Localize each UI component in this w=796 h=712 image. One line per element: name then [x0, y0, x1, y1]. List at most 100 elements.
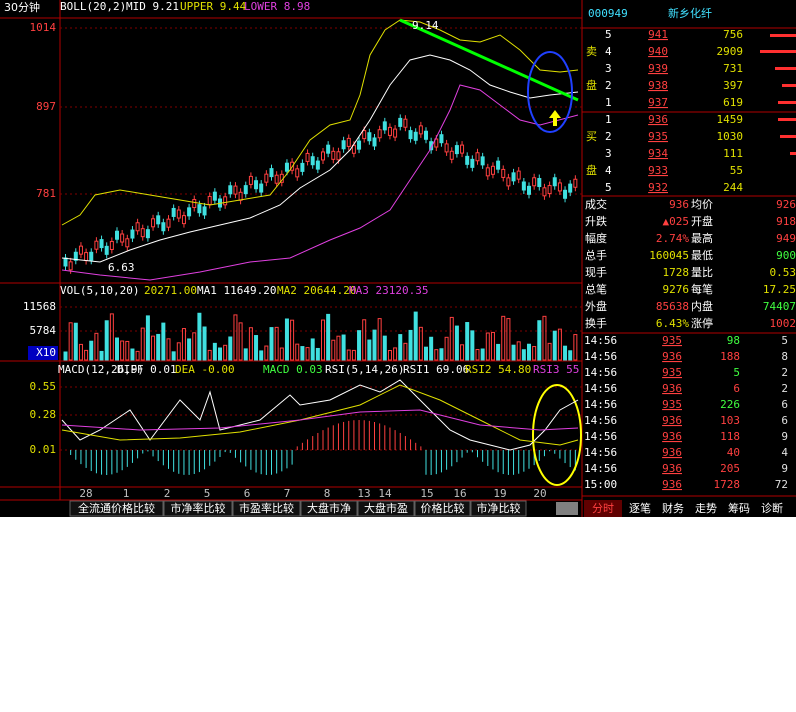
period-label: 30分钟 [4, 0, 40, 14]
volume-bar [197, 312, 202, 361]
volume-bar [418, 326, 423, 361]
volume-bar [408, 329, 413, 361]
volume-bar [305, 347, 310, 361]
candle-body [557, 182, 562, 192]
tab [300, 500, 358, 517]
candle-body [264, 173, 269, 183]
tick-volume: 6 [733, 382, 740, 395]
volume-bar [73, 322, 78, 361]
volume-bar [372, 329, 377, 361]
tick-volume: 188 [720, 350, 740, 363]
tick-count: 2 [781, 382, 788, 395]
x-label: 14 [378, 487, 392, 500]
terminal-bg [0, 0, 796, 517]
candle-body [68, 261, 73, 271]
candle-body [269, 168, 274, 178]
candle-body [521, 181, 526, 191]
panel-tab[interactable]: 诊断 [761, 501, 783, 515]
candle-body [171, 207, 176, 217]
volume-bar [336, 335, 341, 361]
book-price: 937 [648, 96, 668, 109]
volume-bar [331, 339, 336, 361]
volume-bar [470, 330, 475, 361]
volume-bar [403, 342, 408, 361]
volume-bar [387, 349, 392, 361]
tick-time: 14:56 [584, 430, 617, 443]
book-volume: 111 [723, 147, 743, 160]
candle-body [413, 131, 418, 141]
indicator-header: RSI1 69.06 [403, 363, 469, 376]
candle-body [125, 238, 130, 248]
stat-label: 总笔 [585, 282, 607, 296]
volume-bar [547, 342, 552, 361]
candle-body [166, 218, 171, 228]
candle-body [130, 229, 135, 239]
volume-bar [115, 337, 119, 361]
volume-bar [434, 349, 439, 361]
panel-tab[interactable]: 逐笔 [629, 501, 651, 515]
tick-count: 9 [781, 430, 788, 443]
candle-body [403, 118, 408, 128]
x-label: 8 [324, 487, 331, 500]
ask-bar [775, 67, 796, 70]
volume-bar [537, 320, 542, 361]
volume-bar [527, 343, 531, 361]
ask-bar [782, 84, 796, 87]
panel-tab[interactable]: 分时 [592, 502, 614, 515]
volume-bar [63, 351, 68, 361]
volume-axis-label: 11568 [23, 300, 56, 313]
volume-bar [300, 346, 305, 361]
ask-bar [778, 101, 796, 104]
volume-bar [532, 346, 537, 361]
volume-bar [516, 341, 521, 361]
x-label: 7 [284, 487, 291, 500]
tick-price: 936 [662, 430, 682, 443]
candle-body [223, 196, 228, 206]
candle-body [460, 144, 465, 154]
level: 1 [605, 96, 612, 109]
tab-label: 全流通价格比较 [78, 501, 155, 515]
candle-body [351, 144, 356, 154]
volume-bar [377, 318, 382, 361]
volume-bar [563, 345, 568, 361]
volume-bar [202, 326, 207, 361]
volume-bar [295, 343, 300, 361]
panel-tab[interactable]: 财务 [662, 501, 684, 515]
tick-count: 5 [781, 334, 788, 347]
indicator-lines [61, 18, 582, 486]
x-label: 1 [123, 487, 130, 500]
panel-tab[interactable]: 筹码 [728, 501, 750, 515]
volume-bar [413, 311, 418, 361]
book-volume: 1459 [717, 113, 744, 126]
candle-body [408, 130, 413, 140]
stat-value: 17.25 [763, 283, 796, 296]
candle-body [274, 174, 279, 184]
level: 2 [605, 130, 612, 143]
volume-bar [99, 350, 104, 361]
book-price: 932 [648, 181, 668, 194]
book-price: 938 [648, 79, 668, 92]
candle-body [192, 199, 197, 209]
stat-label: 内盘 [691, 299, 713, 313]
tick-volume: 118 [720, 430, 740, 443]
candle-body [135, 222, 140, 232]
tick-time: 15:00 [584, 478, 617, 491]
candle-body [511, 172, 516, 182]
stat-label: 每笔 [691, 282, 713, 296]
panel-tab[interactable]: 走势 [695, 502, 717, 515]
candle-body [377, 129, 382, 139]
frame [0, 0, 796, 517]
volume-bar [490, 331, 495, 361]
stat-label: 涨停 [691, 316, 713, 330]
volume-bar [465, 322, 470, 361]
tick-time: 14:56 [584, 382, 617, 395]
volume-bar [238, 322, 243, 361]
candle-body [94, 240, 99, 250]
tab-label: 市净比较 [477, 501, 521, 515]
book-volume: 397 [723, 79, 743, 92]
indicator-header: VOL(5,10,20) [60, 284, 139, 297]
x-label: 5 [204, 487, 211, 500]
stat-label: 最高 [691, 231, 713, 245]
candle-body [104, 245, 109, 255]
candle-body [372, 137, 377, 147]
